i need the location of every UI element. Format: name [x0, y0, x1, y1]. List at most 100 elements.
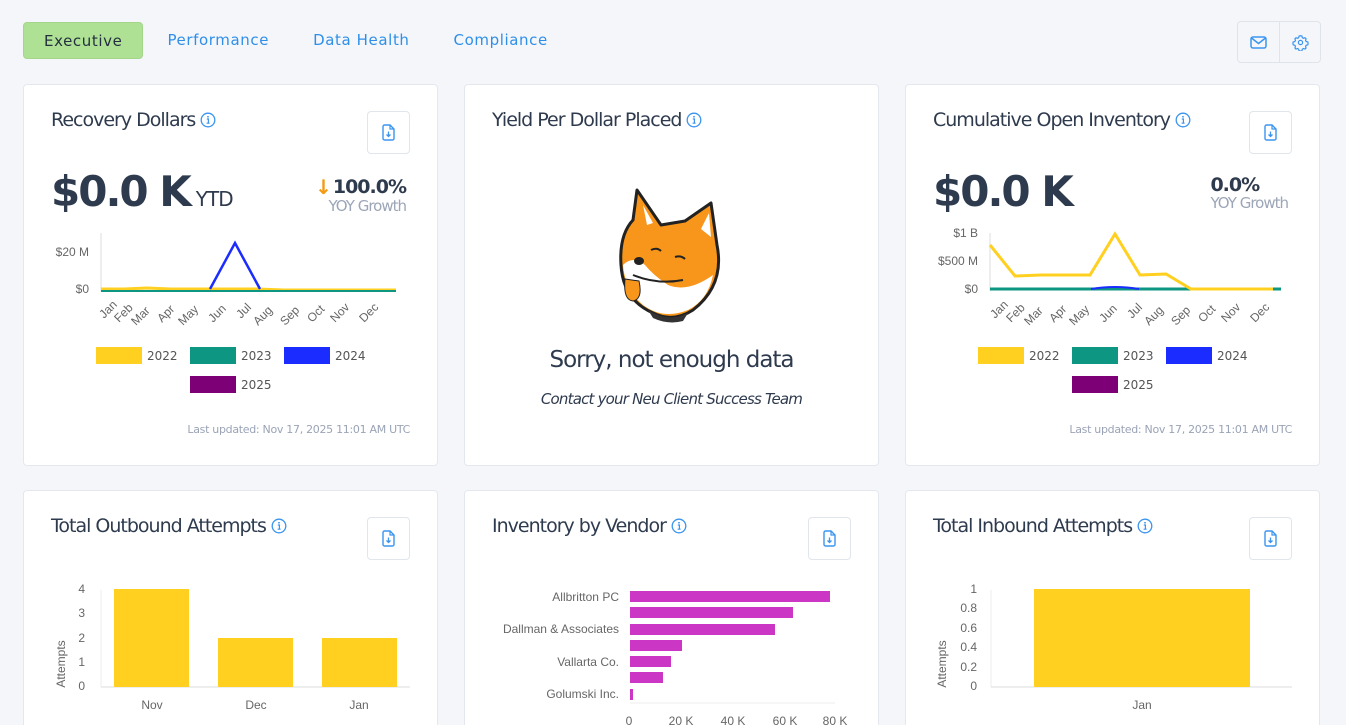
- svg-text:Vallarta Co.: Vallarta Co.: [557, 655, 619, 669]
- svg-text:0: 0: [78, 679, 85, 693]
- svg-text:$1 B: $1 B: [953, 226, 978, 240]
- email-button[interactable]: [1238, 22, 1279, 62]
- svg-text:Nov: Nov: [1218, 300, 1243, 325]
- info-icon[interactable]: [1175, 112, 1191, 128]
- file-download-icon: [382, 124, 395, 141]
- svg-text:Mar: Mar: [1021, 304, 1046, 329]
- svg-text:Jun: Jun: [205, 302, 229, 326]
- yield-per-dollar-card: Yield Per Dollar Placed Sorry, not enoug…: [464, 84, 879, 466]
- svg-text:Jun: Jun: [1096, 302, 1120, 326]
- download-button[interactable]: [808, 517, 851, 560]
- bar[interactable]: [322, 638, 397, 687]
- cumulative-open-inventory-card: Cumulative Open Inventory $0.0 K 0.0% YO…: [905, 84, 1320, 466]
- down-arrow-icon: ↓: [315, 175, 332, 199]
- svg-text:$0: $0: [965, 282, 979, 296]
- legend-item[interactable]: 2025: [1072, 376, 1166, 393]
- recovery-line-chart: $20 M $0 Jan Feb Mar Apr May Jun Jul Aug…: [56, 233, 396, 328]
- bar[interactable]: [114, 589, 189, 687]
- svg-text:60 K: 60 K: [773, 714, 798, 725]
- file-download-icon: [382, 530, 395, 547]
- legend-item[interactable]: 2023: [1072, 347, 1166, 364]
- card-title: Cumulative Open Inventory: [933, 109, 1191, 131]
- tab-executive[interactable]: Executive: [23, 21, 144, 59]
- bar[interactable]: [1034, 589, 1250, 687]
- top-bar: Executive Performance Data Health Compli…: [23, 21, 1321, 63]
- svg-text:Aug: Aug: [250, 303, 275, 328]
- bar[interactable]: [218, 638, 293, 687]
- bar[interactable]: [630, 640, 682, 651]
- svg-text:4: 4: [78, 582, 85, 596]
- legend-item[interactable]: 2023: [190, 347, 284, 364]
- mail-icon: [1250, 35, 1267, 49]
- card-title: Yield Per Dollar Placed: [492, 109, 702, 131]
- tab-performance[interactable]: Performance: [167, 30, 270, 49]
- legend-item[interactable]: 2024: [1166, 347, 1260, 364]
- svg-text:Attempts: Attempts: [54, 640, 68, 687]
- cumulative-line-chart: $1 B $500 M $0 Jan Feb Mar Apr May Jun J…: [938, 226, 1281, 329]
- svg-text:Allbritton PC: Allbritton PC: [552, 590, 619, 604]
- svg-text:Oct: Oct: [304, 302, 328, 326]
- last-updated: Last updated: Nov 17, 2025 11:01 AM UTC: [1069, 423, 1292, 436]
- legend-item[interactable]: 2025: [190, 376, 284, 393]
- svg-text:May: May: [1066, 302, 1092, 328]
- bar[interactable]: [630, 591, 830, 602]
- no-data-subtitle: Contact your Neu Client Success Team: [540, 390, 803, 408]
- svg-text:1: 1: [970, 582, 977, 596]
- svg-text:Dec: Dec: [1247, 300, 1272, 325]
- cumulative-title: Cumulative Open Inventory: [933, 109, 1171, 131]
- svg-text:0.6: 0.6: [960, 621, 977, 635]
- info-icon[interactable]: [1137, 518, 1153, 534]
- card-title: Inventory by Vendor: [492, 515, 687, 537]
- vendor-title: Inventory by Vendor: [492, 515, 667, 537]
- svg-text:Apr: Apr: [154, 302, 177, 325]
- svg-text:Jan: Jan: [1132, 698, 1151, 712]
- recovery-unit: YTD: [195, 187, 234, 211]
- bar[interactable]: [630, 624, 775, 635]
- info-icon[interactable]: [671, 518, 687, 534]
- svg-text:$500 M: $500 M: [938, 254, 978, 268]
- bar[interactable]: [630, 607, 793, 618]
- card-title: Total Inbound Attempts: [933, 515, 1153, 537]
- download-button[interactable]: [1249, 517, 1292, 560]
- settings-button[interactable]: [1279, 22, 1320, 62]
- vendor-bar-chart: Allbritton PC Dallman & Associates Valla…: [503, 590, 847, 725]
- svg-text:Oct: Oct: [1195, 302, 1219, 326]
- bar[interactable]: [630, 672, 663, 683]
- info-icon[interactable]: [200, 112, 216, 128]
- info-icon[interactable]: [271, 518, 287, 534]
- gear-icon: [1291, 34, 1309, 51]
- chart-legend: 2022 2023 2024 2025: [96, 347, 396, 393]
- svg-text:Attempts: Attempts: [935, 640, 949, 687]
- file-download-icon: [1264, 530, 1277, 547]
- svg-text:0: 0: [626, 714, 633, 725]
- svg-text:Nov: Nov: [327, 300, 352, 325]
- file-download-icon: [1264, 124, 1277, 141]
- svg-text:2: 2: [78, 631, 85, 645]
- svg-text:$20 M: $20 M: [56, 245, 89, 259]
- recovery-dollars-card: Recovery Dollars $0.0 K YTD ↓ 100.0% YOY G…: [23, 84, 438, 466]
- svg-text:0.2: 0.2: [960, 660, 977, 674]
- total-outbound-attempts-card: Total Outbound Attempts Attempts 4 3 2 1…: [23, 490, 438, 725]
- bar[interactable]: [630, 689, 633, 700]
- legend-item[interactable]: 2022: [978, 347, 1072, 364]
- tab-data-health[interactable]: Data Health: [313, 30, 410, 49]
- download-button[interactable]: [1249, 111, 1292, 154]
- file-download-icon: [823, 530, 836, 547]
- svg-text:0.4: 0.4: [960, 640, 977, 654]
- svg-text:Nov: Nov: [141, 698, 162, 712]
- legend-item[interactable]: 2022: [96, 347, 190, 364]
- svg-text:Golumski Inc.: Golumski Inc.: [546, 687, 619, 701]
- svg-text:1: 1: [78, 655, 85, 669]
- download-button[interactable]: [367, 111, 410, 154]
- svg-text:0: 0: [970, 679, 977, 693]
- svg-text:40 K: 40 K: [721, 714, 746, 725]
- svg-text:Dec: Dec: [356, 300, 381, 325]
- legend-item[interactable]: 2024: [284, 347, 378, 364]
- download-button[interactable]: [367, 517, 410, 560]
- info-icon[interactable]: [686, 112, 702, 128]
- svg-text:Dallman & Associates: Dallman & Associates: [503, 622, 619, 636]
- svg-text:$0: $0: [76, 282, 90, 296]
- svg-text:Apr: Apr: [1046, 302, 1069, 325]
- bar[interactable]: [630, 656, 671, 667]
- tab-compliance[interactable]: Compliance: [453, 30, 548, 49]
